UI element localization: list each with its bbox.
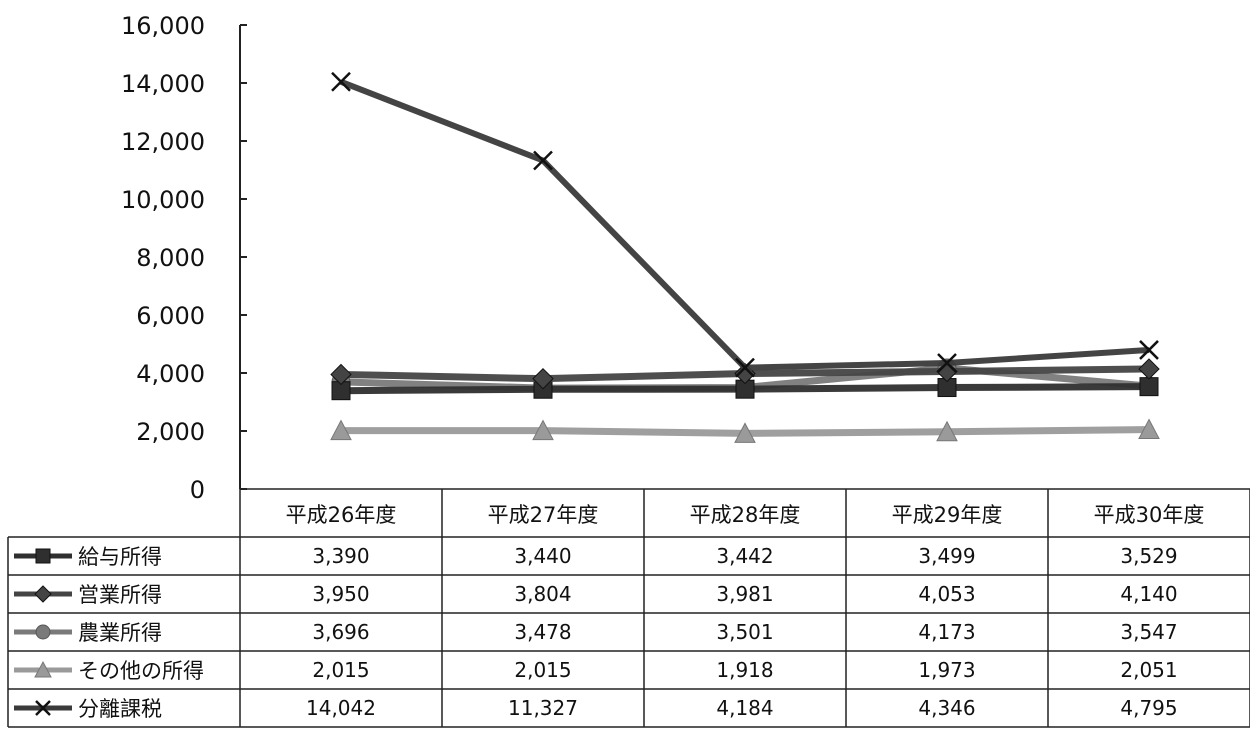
legend-key-marker: [35, 624, 51, 640]
data-point: [331, 71, 351, 92]
data-point: [937, 353, 957, 373]
data-point: [1139, 340, 1159, 360]
legend-key-marker: [34, 660, 52, 678]
data-point: [532, 419, 554, 441]
legend-label: 営業所得: [78, 583, 162, 607]
data-point-stroke: [533, 150, 553, 171]
y-tick-label: 10,000: [121, 186, 205, 214]
data-point: [330, 363, 352, 386]
data-table-cell: 3,390: [312, 544, 369, 568]
data-table-cell: 3,442: [716, 544, 773, 568]
data-table-cell: 3,981: [716, 582, 773, 606]
y-tick-label: 2,000: [136, 418, 205, 446]
data-point: [330, 419, 352, 441]
legend-key-marker: [35, 548, 51, 564]
data-table-cell: 1,918: [716, 658, 773, 682]
data-table-cell: 3,950: [312, 582, 369, 606]
data-point: [1138, 358, 1160, 380]
data-table-cell: 4,795: [1120, 696, 1177, 720]
y-tick-label: 6,000: [136, 302, 205, 330]
data-table-cell: 3,547: [1120, 620, 1177, 644]
data-point: [734, 422, 756, 443]
y-tick-label: 8,000: [136, 244, 205, 272]
data-point: [1138, 418, 1160, 440]
legend-key-marker: [34, 585, 52, 603]
legend-key-marker-stroke: [35, 700, 51, 716]
data-table-cell: 3,501: [716, 620, 773, 644]
data-table-cell: 3,440: [514, 544, 571, 568]
data-table-cell: 3,804: [514, 582, 571, 606]
data-table-cell: 3,478: [514, 620, 571, 644]
data-point-stroke: [331, 71, 351, 92]
y-tick-label: 4,000: [136, 360, 205, 388]
y-tick-label: 12,000: [121, 128, 205, 156]
data-table-cell: 2,051: [1120, 658, 1177, 682]
data-table-cell: 3,499: [918, 544, 975, 568]
legend-label: 分離課税: [78, 697, 162, 721]
data-table-cell: 4,053: [918, 582, 975, 606]
y-tick-label: 16,000: [121, 12, 205, 40]
data-table-cell: 14,042: [306, 696, 376, 720]
data-table-cell: 4,173: [918, 620, 975, 644]
data-table-cell: 4,140: [1120, 582, 1177, 606]
data-table-grid: [7, 488, 1250, 728]
data-table-cell: 1,973: [918, 658, 975, 682]
data-table-cell: 4,184: [716, 696, 773, 720]
legend-key-marker: [35, 700, 51, 716]
y-tick-label: 14,000: [121, 70, 205, 98]
data-table-cell: 4,346: [918, 696, 975, 720]
legend-label: その他の所得: [78, 659, 204, 683]
data-point: [533, 150, 553, 171]
category-label: 平成26年度: [286, 503, 397, 527]
data-table-cell: 11,327: [508, 696, 578, 720]
data-point: [532, 367, 554, 390]
category-label: 平成29年度: [892, 503, 1003, 527]
series-line: [339, 78, 1150, 371]
data-point: [735, 357, 755, 378]
data-table-cell: 3,529: [1120, 544, 1177, 568]
data-point: [1139, 377, 1159, 397]
data-point-stroke: [1139, 340, 1159, 360]
y-tick-label: 0: [190, 476, 205, 504]
data-point-stroke: [735, 357, 755, 378]
data-table-cell: 2,015: [514, 658, 571, 682]
category-label: 平成30年度: [1094, 503, 1205, 527]
data-point: [936, 420, 958, 442]
data-table-cell: 3,696: [312, 620, 369, 644]
legend-label: 農業所得: [78, 621, 162, 645]
data-point-stroke: [937, 353, 957, 373]
category-label: 平成27年度: [488, 503, 599, 527]
category-label: 平成28年度: [690, 503, 801, 527]
data-table-cell: 2,015: [312, 658, 369, 682]
legend-label: 給与所得: [78, 545, 162, 569]
